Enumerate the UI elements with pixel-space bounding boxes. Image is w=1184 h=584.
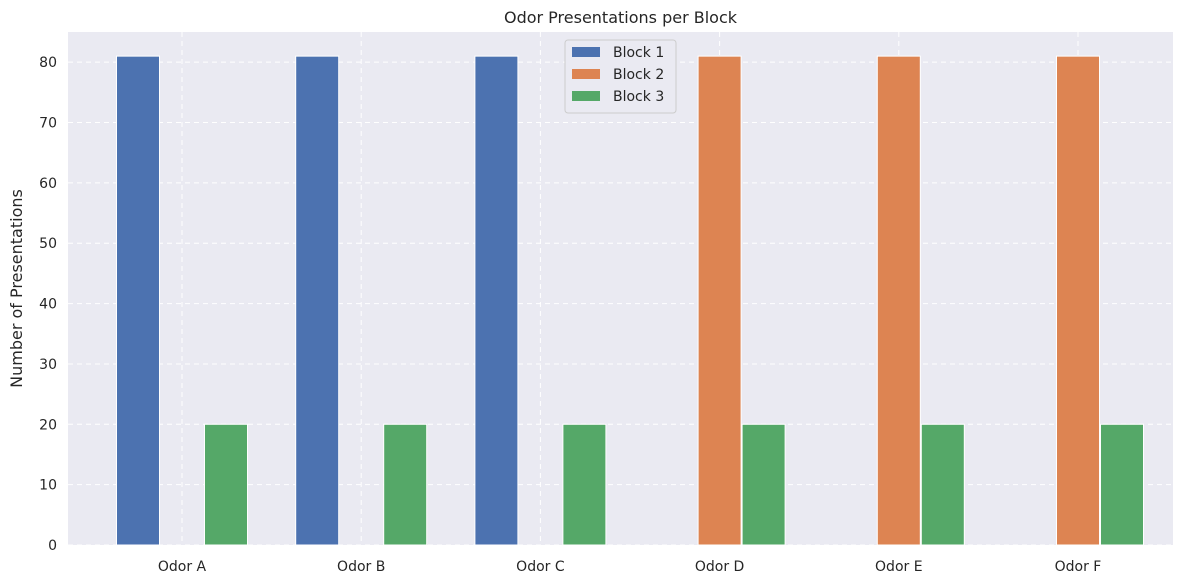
legend-swatch <box>572 69 600 79</box>
bar-block-1 <box>474 55 519 546</box>
bar-block-3 <box>383 423 428 546</box>
x-tick-labels: Odor A Odor B Odor C Odor D Odor E Odor F <box>158 559 1102 575</box>
y-axis-label: Number of Presentations <box>7 189 26 388</box>
bar-block-3 <box>920 423 965 546</box>
y-tick-label: 40 <box>39 297 57 313</box>
y-tick-label: 50 <box>39 236 57 252</box>
x-tick-label: Odor C <box>516 559 565 575</box>
bar-block-3 <box>1100 423 1144 546</box>
x-tick-label: Odor E <box>875 559 923 575</box>
bar-block-2 <box>876 55 921 546</box>
y-tick-label: 10 <box>39 478 57 494</box>
bar-block-3 <box>741 423 786 546</box>
legend-label: Block 1 <box>613 45 664 61</box>
x-tick-label: Odor F <box>1055 559 1102 575</box>
bar-block-1 <box>116 55 160 546</box>
bar-block-3 <box>562 423 607 546</box>
y-tick-label: 0 <box>48 538 57 554</box>
y-tick-label: 70 <box>39 116 57 132</box>
x-tick-label: Odor B <box>337 559 385 575</box>
legend-label: Block 3 <box>613 89 664 105</box>
y-tick-label: 20 <box>39 417 57 433</box>
y-tick-label: 80 <box>39 55 57 71</box>
legend-swatch <box>572 91 600 101</box>
y-tick-label: 60 <box>39 176 57 192</box>
y-tick-label: 30 <box>39 357 57 373</box>
y-tick-labels: 0 10 20 30 40 50 60 70 80 <box>39 55 57 554</box>
legend-label: Block 2 <box>613 67 664 83</box>
plot-background <box>68 32 1173 545</box>
bars <box>116 55 1144 546</box>
legend-swatch <box>572 47 600 57</box>
bar-block-2 <box>697 55 742 546</box>
x-tick-label: Odor D <box>695 559 744 575</box>
chart-title: Odor Presentations per Block <box>504 8 738 27</box>
bar-block-3 <box>204 423 248 546</box>
x-tick-label: Odor A <box>158 559 207 575</box>
legend: Block 1 Block 2 Block 3 <box>564 39 677 114</box>
bar-block-1 <box>295 55 340 546</box>
bar-block-2 <box>1056 55 1100 546</box>
